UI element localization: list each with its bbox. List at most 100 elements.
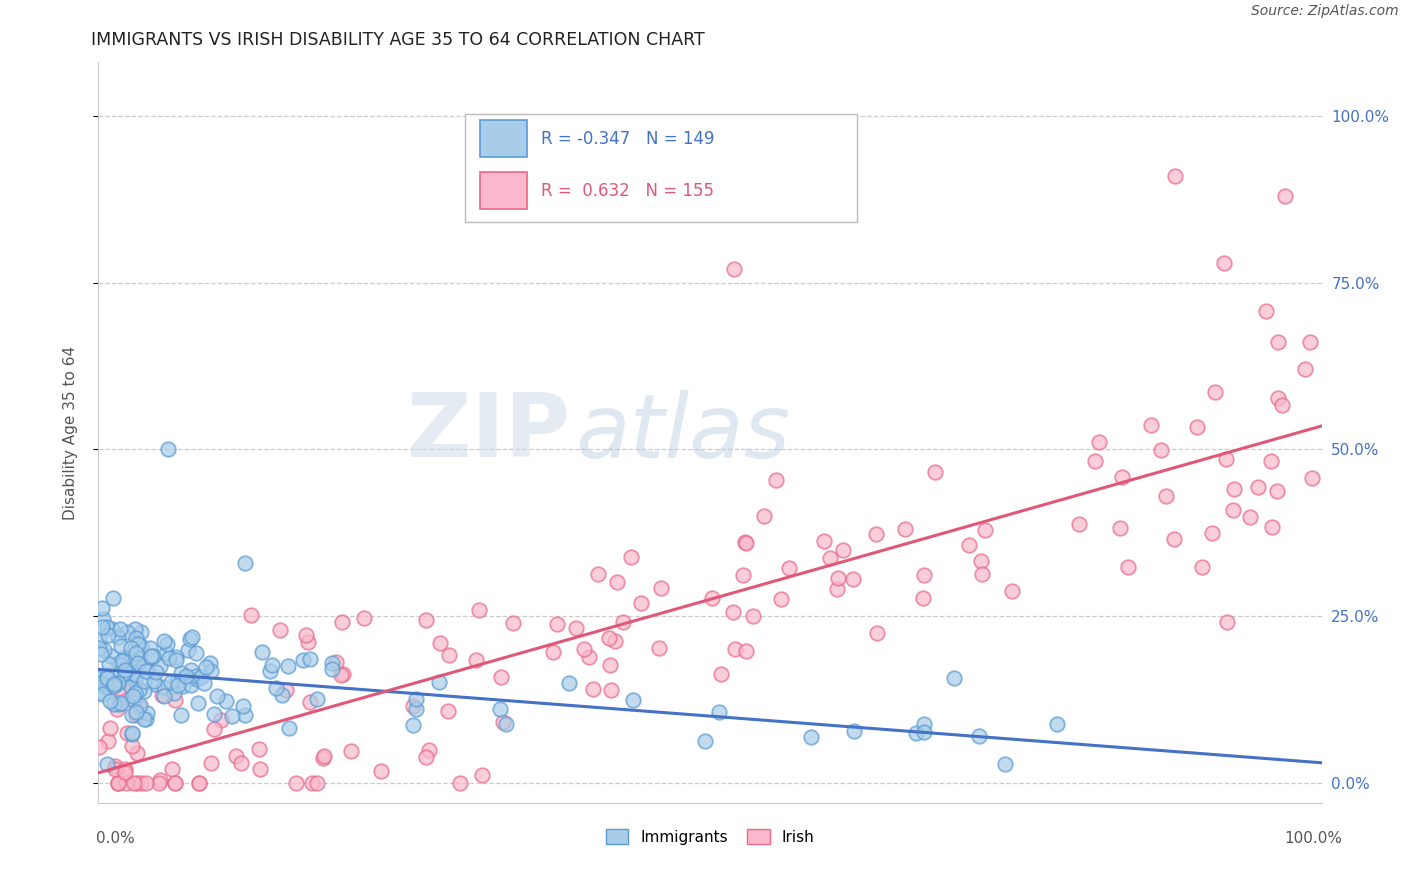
- Point: [118, 692, 141, 706]
- Point: [1088, 434, 1111, 449]
- Point: [166, 674, 188, 689]
- Point: [325, 655, 347, 669]
- Point: [110, 696, 132, 710]
- Point: [353, 611, 375, 625]
- Point: [1301, 471, 1323, 485]
- Point: [156, 442, 179, 457]
- Point: [145, 665, 167, 679]
- Point: [112, 666, 135, 681]
- Point: [468, 603, 491, 617]
- Point: [172, 679, 194, 693]
- Point: [1150, 443, 1173, 458]
- Point: [188, 776, 211, 790]
- Point: [240, 608, 263, 623]
- Point: [184, 669, 207, 683]
- Point: [125, 707, 148, 722]
- Text: R = -0.347   N = 149: R = -0.347 N = 149: [541, 129, 714, 148]
- Point: [170, 666, 193, 681]
- Point: [98, 694, 121, 708]
- Point: [104, 676, 127, 690]
- Point: [91, 687, 114, 701]
- Point: [122, 776, 145, 790]
- Point: [321, 656, 343, 670]
- Point: [150, 688, 173, 702]
- Point: [765, 473, 787, 487]
- Point: [143, 677, 166, 691]
- Point: [437, 704, 460, 718]
- Point: [117, 726, 139, 740]
- Point: [813, 533, 835, 548]
- Point: [449, 776, 471, 790]
- Point: [970, 554, 993, 568]
- Point: [957, 538, 980, 552]
- Point: [600, 683, 623, 698]
- Point: [972, 566, 994, 581]
- Point: [87, 640, 110, 655]
- FancyBboxPatch shape: [479, 120, 526, 157]
- Point: [110, 639, 132, 653]
- Point: [415, 613, 437, 627]
- Point: [128, 683, 150, 698]
- Point: [825, 582, 848, 596]
- Point: [340, 744, 363, 758]
- Point: [1185, 420, 1208, 434]
- Point: [121, 689, 143, 703]
- Point: [262, 657, 284, 672]
- Point: [128, 699, 150, 714]
- Point: [1191, 559, 1213, 574]
- Point: [90, 619, 112, 633]
- Point: [190, 670, 212, 684]
- Point: [200, 756, 222, 771]
- Point: [770, 591, 793, 606]
- Point: [582, 682, 605, 697]
- Point: [225, 749, 247, 764]
- Point: [180, 630, 202, 644]
- Text: 0.0%: 0.0%: [96, 831, 135, 846]
- Point: [274, 682, 297, 697]
- Point: [127, 656, 149, 670]
- Point: [842, 572, 865, 586]
- Point: [994, 756, 1017, 771]
- Point: [1247, 480, 1270, 494]
- Point: [250, 645, 273, 659]
- Point: [427, 675, 450, 690]
- Point: [91, 669, 114, 683]
- Point: [167, 678, 190, 692]
- Point: [121, 727, 143, 741]
- Point: [1154, 489, 1177, 503]
- Point: [1108, 521, 1130, 535]
- Point: [103, 679, 125, 693]
- Point: [221, 709, 243, 723]
- Point: [1299, 335, 1322, 350]
- Point: [695, 734, 717, 748]
- Point: [128, 698, 150, 712]
- Point: [107, 776, 129, 790]
- Point: [1216, 615, 1239, 630]
- Point: [402, 698, 425, 713]
- Point: [90, 675, 112, 690]
- Point: [418, 743, 440, 757]
- Point: [209, 714, 232, 728]
- Point: [163, 776, 186, 790]
- Point: [330, 668, 353, 682]
- Point: [247, 741, 270, 756]
- Point: [285, 776, 308, 790]
- Point: [311, 750, 333, 764]
- Point: [912, 567, 935, 582]
- Point: [1111, 470, 1133, 484]
- Point: [259, 665, 281, 679]
- Point: [135, 664, 157, 678]
- Point: [110, 657, 132, 672]
- Point: [1260, 454, 1282, 468]
- Point: [1223, 482, 1246, 496]
- Point: [734, 535, 756, 549]
- Point: [207, 689, 229, 703]
- Point: [139, 640, 162, 655]
- Point: [165, 650, 187, 665]
- Point: [188, 776, 211, 790]
- Point: [541, 645, 564, 659]
- Point: [558, 676, 581, 690]
- Point: [1261, 519, 1284, 533]
- Point: [1274, 189, 1296, 203]
- Point: [124, 675, 146, 690]
